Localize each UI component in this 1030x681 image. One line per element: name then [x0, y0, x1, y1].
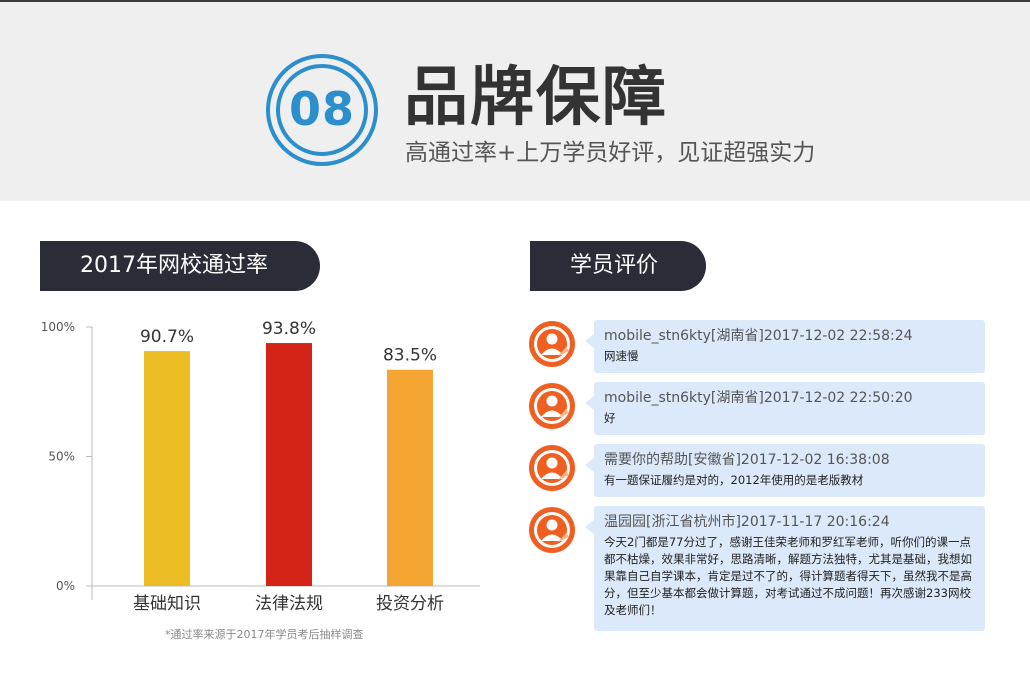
bar-1	[144, 351, 190, 586]
review-text: 网速慢	[604, 349, 639, 363]
chart-footnote: *通过率来源于2017年学员考后抽样调查	[165, 628, 364, 641]
category-label: 投资分析	[376, 594, 444, 614]
badge-rings-icon	[266, 54, 378, 166]
tab-student-reviews: 学员评价	[530, 241, 706, 291]
pass-rate-chart-svg: 100% 50% 0% 90.7% 基础知识 93.8% 法律法规 83.5% 投资分析	[41, 319, 480, 614]
page-title: 品牌保障	[404, 61, 668, 135]
bar-value-label: 93.8%	[262, 319, 316, 339]
review-text: 好	[604, 411, 616, 425]
review-bubble: mobile_stn6kty[湖南省]2017-12-02 22:50:20 好	[585, 382, 985, 435]
section-header: 08 品牌保障 高通过率+上万学员好评，见证超强实力	[0, 2, 1030, 201]
category-label: 法律法规	[255, 594, 323, 614]
user-avatar-icon	[528, 444, 576, 492]
y-tick-label: 100%	[41, 320, 75, 334]
y-tick-label: 50%	[48, 450, 75, 464]
bar-value-label: 90.7%	[140, 327, 194, 347]
y-tick-label: 0%	[56, 579, 75, 593]
review-text: 有一题保证履约是对的，2012年使用的是老版教材	[604, 473, 864, 487]
user-avatar-icon	[528, 506, 576, 554]
review-header: 需要你的帮助[安徽省]2017-12-02 16:38:08	[604, 452, 890, 468]
section-number-badge: 08	[264, 52, 380, 168]
user-avatar-icon	[528, 382, 576, 430]
review-bubble: 需要你的帮助[安徽省]2017-12-02 16:38:08 有一题保证履约是对的…	[585, 444, 985, 497]
review-header: mobile_stn6kty[湖南省]2017-12-02 22:58:24	[604, 328, 913, 344]
section-number: 08	[288, 82, 355, 136]
user-avatar-icon	[528, 320, 576, 368]
review-text: 今天2门都是77分过了，感谢王佳荣老师和罗红军老师，听你们的课一点都不枯燥，效果…	[604, 535, 972, 617]
bar-value-label: 83.5%	[383, 346, 437, 366]
category-label: 基础知识	[133, 594, 201, 614]
top-rule	[0, 0, 1030, 2]
bar-3	[387, 369, 433, 586]
review-bubble: mobile_stn6kty[湖南省]2017-12-02 22:58:24 网速…	[585, 320, 985, 373]
bar-2	[266, 343, 312, 586]
review-header: mobile_stn6kty[湖南省]2017-12-02 22:50:20	[604, 390, 913, 406]
pass-rate-chart: 100% 50% 0% 90.7% 基础知识 93.8% 法律法规 83.5% 投资分析	[30, 310, 500, 650]
review-header: 温园园[浙江省杭州市]2017-11-17 20:16:24	[604, 514, 890, 530]
page-subtitle: 高通过率+上万学员好评，见证超强实力	[405, 140, 816, 166]
review-bubble: 温园园[浙江省杭州市]2017-11-17 20:16:24 今天2门都是77分过…	[585, 506, 985, 631]
tab-pass-rate: 2017年网校通过率	[40, 241, 320, 291]
